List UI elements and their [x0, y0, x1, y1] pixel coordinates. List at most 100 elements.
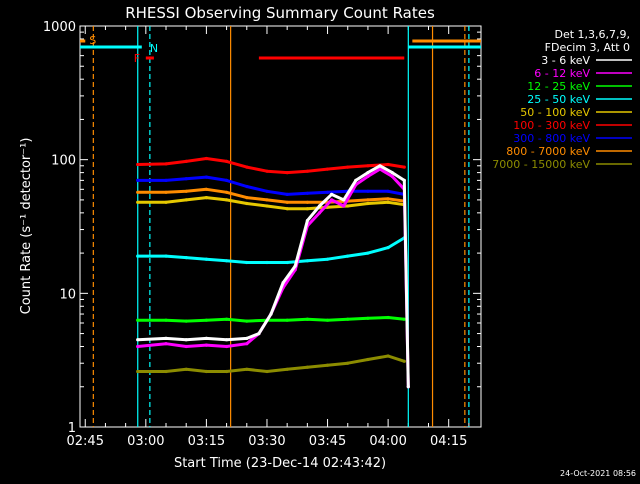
x-tick-label: 04:00: [369, 434, 406, 449]
data-point: [136, 190, 140, 194]
x-tick-label: 03:45: [309, 434, 346, 449]
data-point: [325, 190, 330, 194]
data-point: [342, 204, 346, 208]
series-line: [137, 157, 405, 175]
data-point: [305, 191, 309, 195]
data-point: [184, 198, 188, 202]
legend-label: 100 - 300 keV: [513, 119, 590, 132]
data-point: [184, 256, 188, 260]
data-point: [204, 156, 208, 161]
data-point: [386, 315, 390, 320]
data-point: [164, 336, 168, 340]
data-point: [346, 165, 350, 169]
data-point: [285, 192, 289, 196]
data-point: [136, 338, 140, 342]
data-point: [164, 190, 168, 194]
legend-label: 25 - 50 keV: [527, 93, 590, 106]
legend-label: 800 - 7000 keV: [506, 145, 590, 158]
data-point: [164, 200, 168, 204]
data-point: [164, 254, 168, 258]
data-point: [402, 178, 406, 182]
data-point: [330, 198, 334, 202]
data-point: [325, 167, 330, 171]
x-tick-label: 03:30: [248, 434, 285, 449]
data-point: [225, 159, 229, 163]
data-point: [204, 175, 208, 179]
data-point: [366, 201, 370, 206]
data-point: [386, 189, 390, 193]
footer-timestamp: 24-Oct-2021 08:56: [560, 469, 636, 478]
data-point: [184, 189, 188, 193]
data-point: [386, 246, 390, 250]
data-point: [386, 197, 390, 201]
data-point: [265, 369, 269, 374]
series-line: [137, 196, 405, 211]
data-point: [245, 165, 249, 169]
data-point: [136, 369, 140, 374]
data-point: [204, 369, 208, 374]
data-point: [225, 369, 229, 374]
y-tick-label: 1: [68, 421, 76, 436]
data-point: [285, 367, 289, 371]
data-point: [269, 312, 273, 316]
data-point: [325, 257, 330, 261]
legend-header-line-1: Det 1,3,6,7,9,: [554, 28, 630, 41]
legend-label: 12 - 25 keV: [527, 80, 590, 93]
data-point: [366, 189, 370, 193]
x-tick-label: 03:15: [188, 434, 225, 449]
data-point: [305, 259, 309, 263]
data-point: [164, 178, 168, 182]
data-point: [245, 260, 249, 265]
data-point: [325, 363, 330, 367]
data-point: [245, 319, 249, 323]
x-tick-label: 02:45: [67, 434, 104, 449]
data-point: [285, 260, 289, 265]
series-line: [137, 316, 405, 323]
data-point: [386, 200, 390, 204]
data-point: [406, 385, 410, 389]
data-point: [366, 198, 370, 202]
data-point: [305, 207, 309, 211]
data-point: [317, 211, 322, 215]
data-point: [164, 318, 168, 322]
data-point: [330, 192, 334, 196]
data-point: [366, 171, 370, 175]
y-tick-label: 1000: [43, 20, 76, 35]
x-axis-label: Start Time (23-Dec-14 02:43:42): [174, 456, 386, 471]
data-point: [293, 264, 297, 268]
data-point: [366, 251, 370, 255]
data-point: [386, 354, 390, 358]
data-point: [342, 198, 346, 202]
data-point: [245, 336, 249, 340]
night-label: N: [150, 42, 158, 55]
data-point: [390, 174, 394, 178]
data-point: [245, 196, 249, 200]
data-point: [285, 207, 289, 211]
data-point: [378, 164, 382, 168]
series-line: [137, 236, 406, 264]
data-point: [390, 171, 394, 175]
data-point: [346, 254, 350, 258]
x-tick-label: 04:15: [430, 434, 467, 449]
data-point: [257, 332, 261, 336]
axis-ticks: 1 10 100 1000 02:45 03:00 03:15 03:30 03:45 04:00…: [43, 20, 481, 449]
chart-title: RHESSI Observing Summary Count Rates: [125, 4, 435, 22]
data-point: [346, 204, 350, 208]
data-point: [265, 260, 269, 265]
data-point: [265, 169, 269, 173]
data-point: [204, 187, 208, 191]
y-axis-label: Count Rate (s⁻¹ detector⁻¹): [19, 138, 34, 315]
plot-frame: [79, 25, 482, 428]
data-point: [164, 162, 168, 166]
legend-label: 300 - 800 keV: [513, 132, 590, 145]
data-point: [204, 318, 208, 322]
data-point: [225, 259, 229, 263]
data-point: [136, 254, 140, 258]
time-markers: S NF: [80, 26, 481, 427]
data-point: [204, 196, 208, 200]
data-point: [136, 344, 140, 349]
data-point: [136, 178, 140, 182]
